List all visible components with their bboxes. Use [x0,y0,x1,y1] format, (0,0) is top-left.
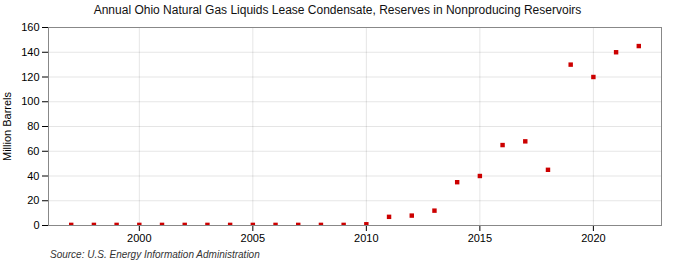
svg-text:80: 80 [27,120,39,132]
svg-text:2005: 2005 [241,232,265,244]
svg-text:40: 40 [27,170,39,182]
svg-text:100: 100 [21,95,39,107]
html-text:Annual Ohio Natural Gas Liquid: Annual Ohio Natural Gas Liquids Lease Co… [93,3,582,17]
svg-text:2020: 2020 [581,232,605,244]
svg-text:2015: 2015 [468,232,492,244]
svg-text:2000: 2000 [127,232,151,244]
svg-text:60: 60 [27,145,39,157]
svg-text:160: 160 [21,21,39,33]
svg-text:2010: 2010 [354,232,378,244]
html-text:Source: U.S. Energy Informatio: Source: U.S. Energy Information Administ… [50,249,260,260]
svg-text:140: 140 [21,46,39,58]
svg-text:20: 20 [27,194,39,206]
svg-text:0: 0 [33,219,39,231]
svg-text:120: 120 [21,71,39,83]
svg-text:Million Barrels: Million Barrels [1,91,13,161]
